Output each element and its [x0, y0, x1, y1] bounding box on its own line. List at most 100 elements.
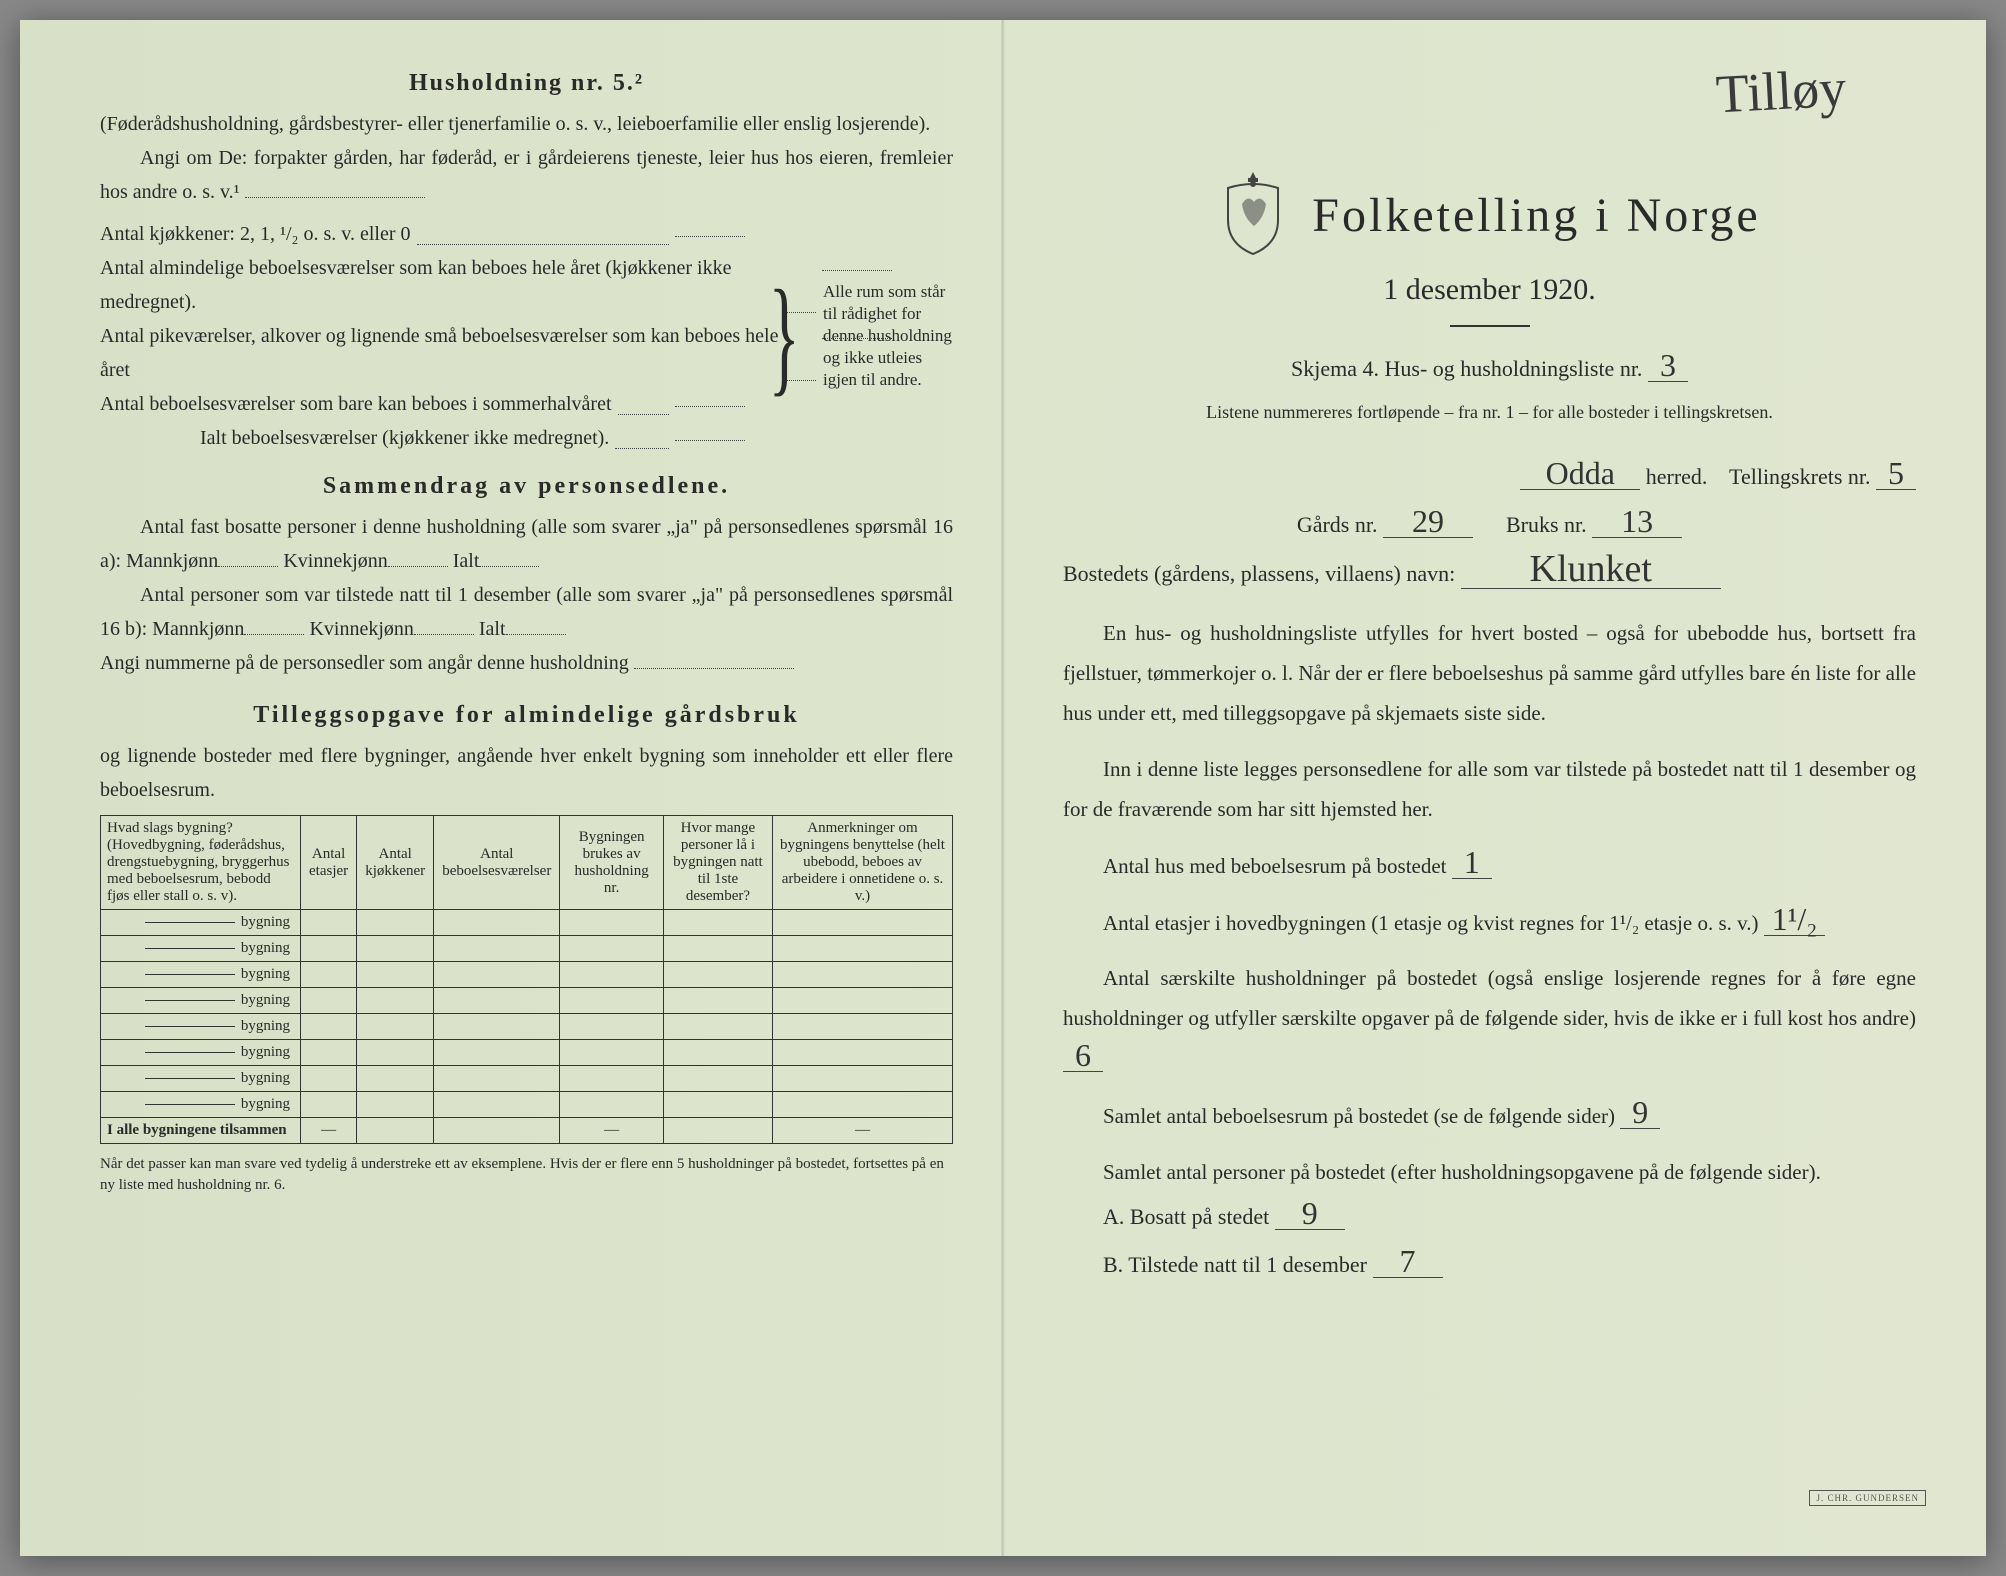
table-footer-row: I alle bygningene tilsammen — — —	[101, 1118, 953, 1144]
th-kjokkener: Antal kjøkkener	[357, 816, 434, 910]
table-body: bygning bygning bygning bygning bygning …	[101, 910, 953, 1144]
row-label: bygning	[101, 936, 301, 962]
footer-label: I alle bygningene tilsammen	[101, 1118, 301, 1144]
tillegg-title: Tilleggsopgave for almindelige gårdsbruk	[100, 702, 953, 729]
q4-label: Samlet antal beboelsesrum på bostedet (s…	[1103, 1104, 1615, 1128]
q1: Antal hus med beboelsesrum på bostedet 1	[1063, 846, 1916, 887]
footnote: Når det passer kan man svare ved tydelig…	[100, 1154, 953, 1196]
title-row: Folketelling i Norge	[1063, 170, 1916, 261]
herred-line: Odda herred. Tellingskrets nr. 5	[1063, 453, 1916, 501]
table-row: bygning	[101, 962, 953, 988]
para1-text: En hus- og husholdningsliste utfylles fo…	[1063, 621, 1916, 725]
crest-icon	[1218, 170, 1288, 261]
skjema-line: Skjema 4. Hus- og husholdningsliste nr. …	[1063, 345, 1916, 393]
th-hushold: Bygningen brukes av husholdning nr.	[560, 816, 664, 910]
census-document: Husholdning nr. 5.² (Føderådshusholdning…	[20, 20, 1986, 1556]
left-page: Husholdning nr. 5.² (Føderådshusholdning…	[20, 20, 1003, 1556]
brace-row2: Antal pikeværelser, alkover og lignende …	[100, 319, 745, 387]
brace-total: Ialt beboelsesværelser (kjøkkener ikke m…	[100, 421, 745, 455]
gards-line: Gårds nr. 29 Bruks nr. 13	[1063, 501, 1916, 549]
sammendrag-title: Sammendrag av personsedlene.	[100, 473, 953, 500]
qB-label: B. Tilstede natt til 1 desember	[1103, 1252, 1367, 1277]
brace-row2-label: Antal pikeværelser, alkover og lignende …	[100, 319, 780, 387]
th-vaerelser: Antal beboelsesværelser	[434, 816, 560, 910]
q5: Samlet antal personer på bostedet (efter…	[1063, 1153, 1916, 1193]
dotfill	[417, 217, 669, 245]
q4-val: 9	[1620, 1096, 1660, 1129]
qA-label: A. Bosatt på stedet	[1103, 1204, 1269, 1229]
household5-desc: (Føderådshusholdning, gårdsbestyrer- ell…	[100, 107, 953, 141]
row-label: bygning	[101, 988, 301, 1014]
divider	[1450, 325, 1530, 327]
household5-angi: Angi om De: forpakter gården, har føderå…	[100, 141, 953, 209]
household5-angi-text: Angi om De: forpakter gården, har føderå…	[100, 147, 953, 203]
dotfill	[615, 421, 668, 449]
sammendrag-line1: Antal fast bosatte personer i denne hush…	[100, 510, 953, 578]
bosted-line: Bostedets (gårdens, plassens, villaens) …	[1063, 550, 1916, 598]
table-row: bygning	[101, 936, 953, 962]
skjema-nr: 3	[1648, 349, 1688, 382]
bruks-nr: 13	[1592, 505, 1682, 538]
table-header-row: Hvad slags bygning? (Hovedbygning, føder…	[101, 816, 953, 910]
brace-sidetext: Alle rum som står til rådighet for denne…	[823, 281, 953, 391]
herred-label: herred.	[1646, 464, 1708, 489]
row-label: bygning	[101, 962, 301, 988]
sammendrag-l3-text: Angi nummerne på de personsedler som ang…	[100, 652, 629, 674]
blank	[388, 547, 448, 567]
q2-val: 1¹/₂	[1764, 903, 1826, 936]
brace-icon: }	[764, 278, 803, 395]
table-row: bygning	[101, 1092, 953, 1118]
row-label: bygning	[101, 910, 301, 936]
q2-label: Antal etasjer i hovedbygningen (1 etasje…	[1103, 911, 1759, 935]
para2: Inn i denne liste legges personsedlene f…	[1063, 750, 1916, 830]
qA: A. Bosatt på stedet 9	[1103, 1193, 1916, 1241]
brace-row1: Antal almindelige beboelsesværelser som …	[100, 251, 745, 319]
table-row: bygning	[101, 910, 953, 936]
household5-title: Husholdning nr. 5.²	[100, 70, 953, 97]
blank	[218, 547, 278, 567]
main-title: Folketelling i Norge	[1312, 188, 1760, 243]
q3: Antal særskilte husholdninger på bostede…	[1063, 959, 1916, 1080]
brace-total-label: Ialt beboelsesværelser (kjøkkener ikke m…	[100, 421, 609, 455]
tillegg-sub: og lignende bosteder med flere bygninger…	[100, 739, 953, 807]
blank	[479, 547, 539, 567]
blank-line	[245, 178, 425, 198]
tellingskrets-label: Tellingskrets nr.	[1729, 464, 1870, 489]
kvinne-label2: Kvinnekjønn	[309, 618, 413, 640]
kjokken-row: Antal kjøkkener: 2, 1, ¹/₂ o. s. v. elle…	[100, 217, 745, 251]
para1: En hus- og husholdningsliste utfylles fo…	[1063, 614, 1916, 734]
sammendrag-line2: Antal personer som var tilstede natt til…	[100, 578, 953, 646]
blank	[675, 387, 745, 407]
blank	[675, 421, 745, 441]
q4: Samlet antal beboelsesrum på bostedet (s…	[1063, 1096, 1916, 1137]
blank	[634, 649, 794, 669]
q2: Antal etasjer i hovedbygningen (1 etasje…	[1063, 903, 1916, 944]
q3-label: Antal særskilte husholdninger på bostede…	[1063, 966, 1916, 1030]
blank	[244, 615, 304, 635]
brace-row1-label: Antal almindelige beboelsesværelser som …	[100, 251, 780, 319]
bruks-label: Bruks nr.	[1506, 512, 1587, 537]
q1-label: Antal hus med beboelsesrum på bostedet	[1103, 854, 1447, 878]
right-page: Tilløy Folketelling i Norge 1 desember 1…	[1003, 20, 1986, 1556]
bosted-label: Bostedets (gårdens, plassens, villaens) …	[1063, 561, 1455, 586]
blank	[822, 251, 892, 271]
table-row: bygning	[101, 1040, 953, 1066]
gards-label: Gårds nr.	[1297, 512, 1378, 537]
gards-nr: 29	[1383, 505, 1473, 538]
dotfill	[618, 387, 669, 415]
blank	[506, 615, 566, 635]
th-bygning: Hvad slags bygning? (Hovedbygning, føder…	[101, 816, 301, 910]
qA-val: 9	[1275, 1197, 1345, 1230]
kitchen-rooms-group: Antal kjøkkener: 2, 1, ¹/₂ o. s. v. elle…	[100, 217, 953, 455]
bosted-hw: Klunket	[1461, 550, 1721, 589]
ialt-label2: Ialt	[479, 618, 506, 640]
blank	[414, 615, 474, 635]
table-row: bygning	[101, 1066, 953, 1092]
th-etasjer: Antal etasjer	[301, 816, 357, 910]
row-label: bygning	[101, 1066, 301, 1092]
buildings-table: Hvad slags bygning? (Hovedbygning, føder…	[100, 815, 953, 1144]
handwritten-annotation: Tilløy	[1714, 57, 1847, 126]
th-anmerk: Anmerkninger om bygningens benyttelse (h…	[773, 816, 953, 910]
skjema-label: Skjema 4. Hus- og husholdningsliste nr.	[1291, 356, 1642, 381]
para2-text: Inn i denne liste legges personsedlene f…	[1063, 757, 1916, 821]
